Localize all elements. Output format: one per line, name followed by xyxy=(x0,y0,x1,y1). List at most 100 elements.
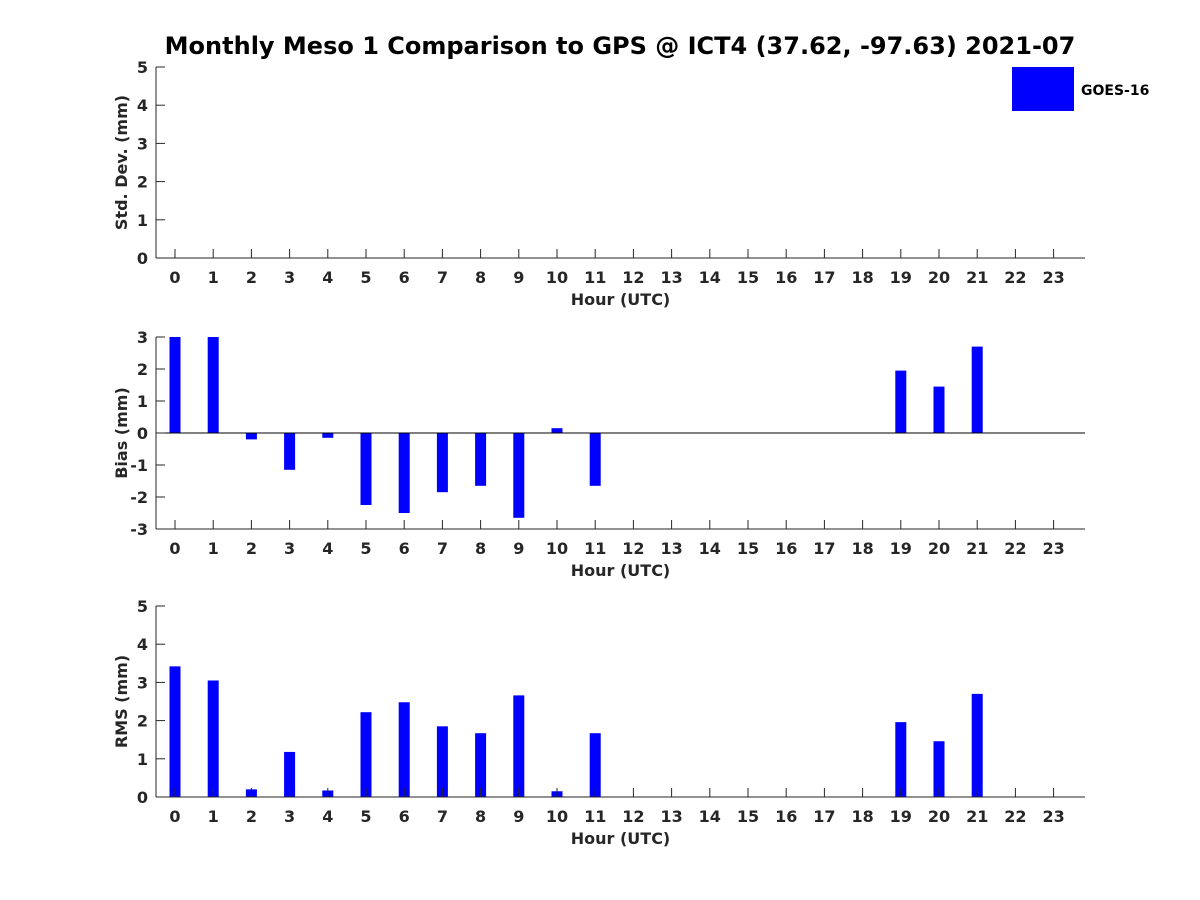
x-tick-label: 20 xyxy=(928,539,950,558)
x-tick-label: 17 xyxy=(813,807,835,826)
x-tick-label: 8 xyxy=(475,807,486,826)
x-tick-label: 14 xyxy=(699,539,721,558)
bar xyxy=(895,722,907,797)
x-tick-label: 15 xyxy=(737,268,759,287)
y-tick-label: -3 xyxy=(130,520,148,539)
y-tick-label: 0 xyxy=(137,788,148,807)
bar xyxy=(398,702,410,797)
bar xyxy=(933,741,945,797)
x-tick-label: 8 xyxy=(475,268,486,287)
x-tick-label: 7 xyxy=(437,539,448,558)
x-tick-label: 1 xyxy=(208,539,219,558)
x-tick-label: 12 xyxy=(622,268,644,287)
x-tick-label: 20 xyxy=(928,268,950,287)
legend-label: GOES-16 xyxy=(1081,83,1149,99)
bar xyxy=(245,433,257,440)
x-tick-label: 21 xyxy=(966,539,988,558)
x-tick-label: 18 xyxy=(851,807,873,826)
x-tick-label: 23 xyxy=(1042,539,1064,558)
x-tick-label: 0 xyxy=(169,268,180,287)
x-tick-label: 5 xyxy=(360,807,371,826)
x-tick-label: 18 xyxy=(851,539,873,558)
bar xyxy=(284,751,296,797)
bar xyxy=(551,428,563,433)
y-axis-label: Std. Dev. (mm) xyxy=(112,95,131,230)
y-tick-label: -1 xyxy=(130,456,148,475)
y-tick-label: 3 xyxy=(137,673,148,692)
bar xyxy=(284,433,296,470)
x-tick-label: 4 xyxy=(322,539,333,558)
bar xyxy=(322,433,334,438)
x-axis-label: Hour (UTC) xyxy=(571,829,671,848)
y-tick-label: 5 xyxy=(137,597,148,616)
x-tick-label: 22 xyxy=(1004,807,1026,826)
y-tick-label: 2 xyxy=(137,712,148,731)
bar xyxy=(360,712,372,797)
x-tick-label: 9 xyxy=(513,807,524,826)
bar xyxy=(360,433,372,505)
bar xyxy=(971,693,983,797)
x-tick-label: 17 xyxy=(813,539,835,558)
x-tick-label: 23 xyxy=(1042,807,1064,826)
x-tick-label: 23 xyxy=(1042,268,1064,287)
y-tick-label: 4 xyxy=(137,96,148,115)
x-tick-label: 11 xyxy=(584,268,606,287)
x-tick-label: 0 xyxy=(169,539,180,558)
x-tick-label: 19 xyxy=(890,268,912,287)
y-tick-label: 1 xyxy=(137,392,148,411)
x-tick-label: 9 xyxy=(513,268,524,287)
bar xyxy=(398,433,410,513)
x-tick-label: 12 xyxy=(622,807,644,826)
x-tick-label: 2 xyxy=(246,807,257,826)
bar xyxy=(475,733,487,797)
x-tick-label: 16 xyxy=(775,807,797,826)
x-axis-label: Hour (UTC) xyxy=(571,561,671,580)
x-tick-label: 3 xyxy=(284,807,295,826)
x-tick-label: 6 xyxy=(399,539,410,558)
x-tick-label: 9 xyxy=(513,539,524,558)
x-tick-label: 3 xyxy=(284,268,295,287)
bar xyxy=(971,346,983,433)
x-axis-label: Hour (UTC) xyxy=(571,290,671,309)
y-tick-label: 3 xyxy=(137,134,148,153)
y-tick-label: 2 xyxy=(137,360,148,379)
x-tick-label: 16 xyxy=(775,268,797,287)
x-tick-label: 1 xyxy=(208,807,219,826)
bar xyxy=(589,433,601,486)
bar xyxy=(169,666,181,797)
bar xyxy=(436,433,448,493)
y-tick-label: -2 xyxy=(130,488,148,507)
legend: GOES-16 xyxy=(1012,67,1149,111)
bar xyxy=(513,695,525,797)
y-axis-label: Bias (mm) xyxy=(112,387,131,479)
x-tick-label: 16 xyxy=(775,539,797,558)
y-tick-label: 5 xyxy=(137,58,148,77)
legend-swatch xyxy=(1012,67,1074,111)
x-tick-label: 10 xyxy=(546,539,568,558)
bar xyxy=(436,726,448,797)
x-tick-label: 17 xyxy=(813,268,835,287)
x-tick-label: 3 xyxy=(284,539,295,558)
y-tick-label: 0 xyxy=(137,424,148,443)
y-tick-label: 3 xyxy=(137,328,148,347)
x-tick-label: 13 xyxy=(660,807,682,826)
y-tick-label: 0 xyxy=(137,249,148,268)
x-tick-label: 14 xyxy=(699,268,721,287)
x-tick-label: 5 xyxy=(360,539,371,558)
x-tick-label: 11 xyxy=(584,807,606,826)
x-tick-label: 12 xyxy=(622,539,644,558)
x-tick-label: 15 xyxy=(737,539,759,558)
x-tick-label: 1 xyxy=(208,268,219,287)
y-axis-label: RMS (mm) xyxy=(112,655,131,748)
x-tick-label: 19 xyxy=(890,539,912,558)
bar xyxy=(207,337,219,433)
x-tick-label: 5 xyxy=(360,268,371,287)
x-tick-label: 21 xyxy=(966,268,988,287)
x-tick-label: 10 xyxy=(546,807,568,826)
y-tick-label: 4 xyxy=(137,635,148,654)
x-tick-label: 22 xyxy=(1004,539,1026,558)
